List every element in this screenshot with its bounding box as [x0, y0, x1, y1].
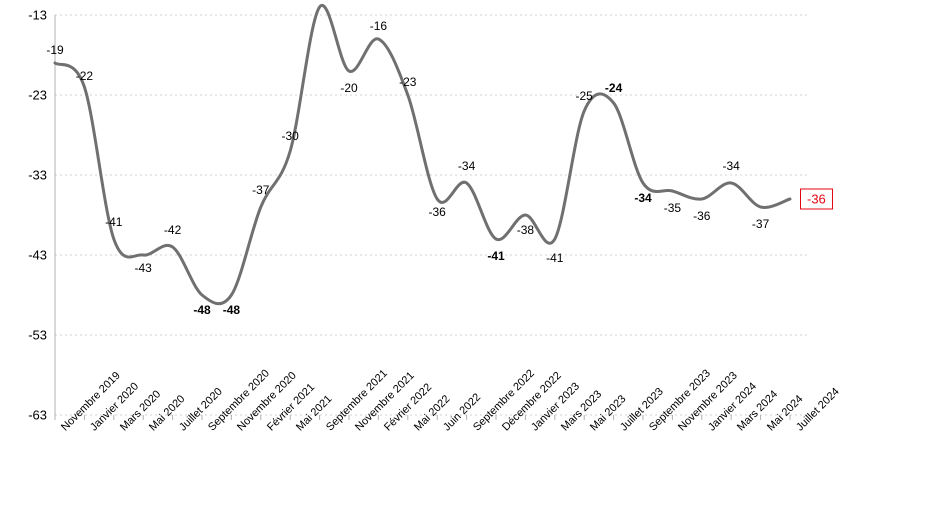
data-point-label: -37 [752, 217, 769, 231]
data-point-label: -19 [46, 43, 63, 57]
data-point-label: -38 [517, 223, 534, 237]
data-point-label: -34 [723, 159, 740, 173]
data-point-label: -25 [576, 89, 593, 103]
data-point-label: -16 [370, 19, 387, 33]
y-tick-label: -53 [15, 328, 47, 343]
data-point-label: -30 [282, 129, 299, 143]
chart-svg [0, 0, 939, 509]
data-point-label: -48 [223, 303, 240, 317]
data-point-label: -36 [693, 209, 710, 223]
line-chart: -13-23-33-43-53-63 Novembre 2019Janvier … [0, 0, 939, 509]
y-tick-label: -23 [15, 88, 47, 103]
data-point-label: -23 [399, 75, 416, 89]
data-point-label: -34 [634, 191, 651, 205]
y-tick-label: -43 [15, 248, 47, 263]
data-point-label: -20 [340, 81, 357, 95]
final-value-callout: -36 [800, 189, 833, 210]
data-point-label: -12 [311, 0, 328, 1]
y-tick-label: -13 [15, 8, 47, 23]
data-point-label: -24 [605, 81, 622, 95]
data-point-label: -36 [429, 205, 446, 219]
data-point-label: -43 [135, 261, 152, 275]
y-tick-label: -33 [15, 168, 47, 183]
final-value-text: -36 [807, 192, 826, 207]
data-point-label: -41 [546, 251, 563, 265]
data-point-label: -41 [105, 215, 122, 229]
data-point-label: -37 [252, 183, 269, 197]
data-point-label: -34 [458, 159, 475, 173]
data-point-label: -35 [664, 201, 681, 215]
series-line [55, 5, 790, 303]
data-point-label: -41 [487, 249, 504, 263]
data-point-label: -22 [76, 69, 93, 83]
data-point-label: -42 [164, 223, 181, 237]
y-tick-label: -63 [15, 408, 47, 423]
data-point-label: -48 [193, 303, 210, 317]
